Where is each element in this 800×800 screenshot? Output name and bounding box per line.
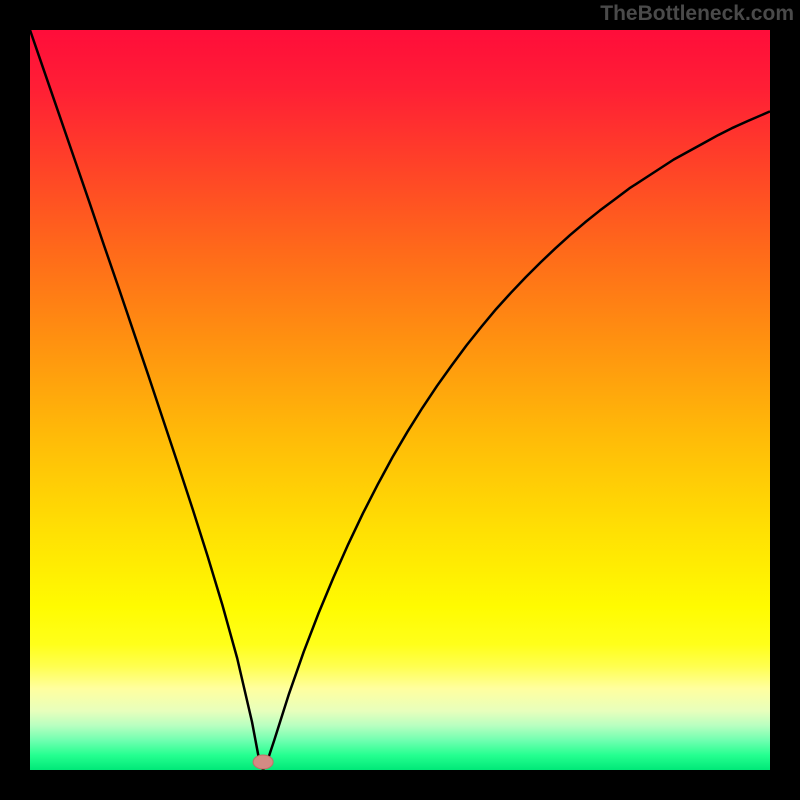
chart-container: TheBottleneck.com <box>0 0 800 800</box>
watermark-text: TheBottleneck.com <box>600 2 794 26</box>
bottleneck-chart <box>0 0 800 800</box>
minimum-marker <box>253 755 273 769</box>
plot-background <box>30 30 770 770</box>
